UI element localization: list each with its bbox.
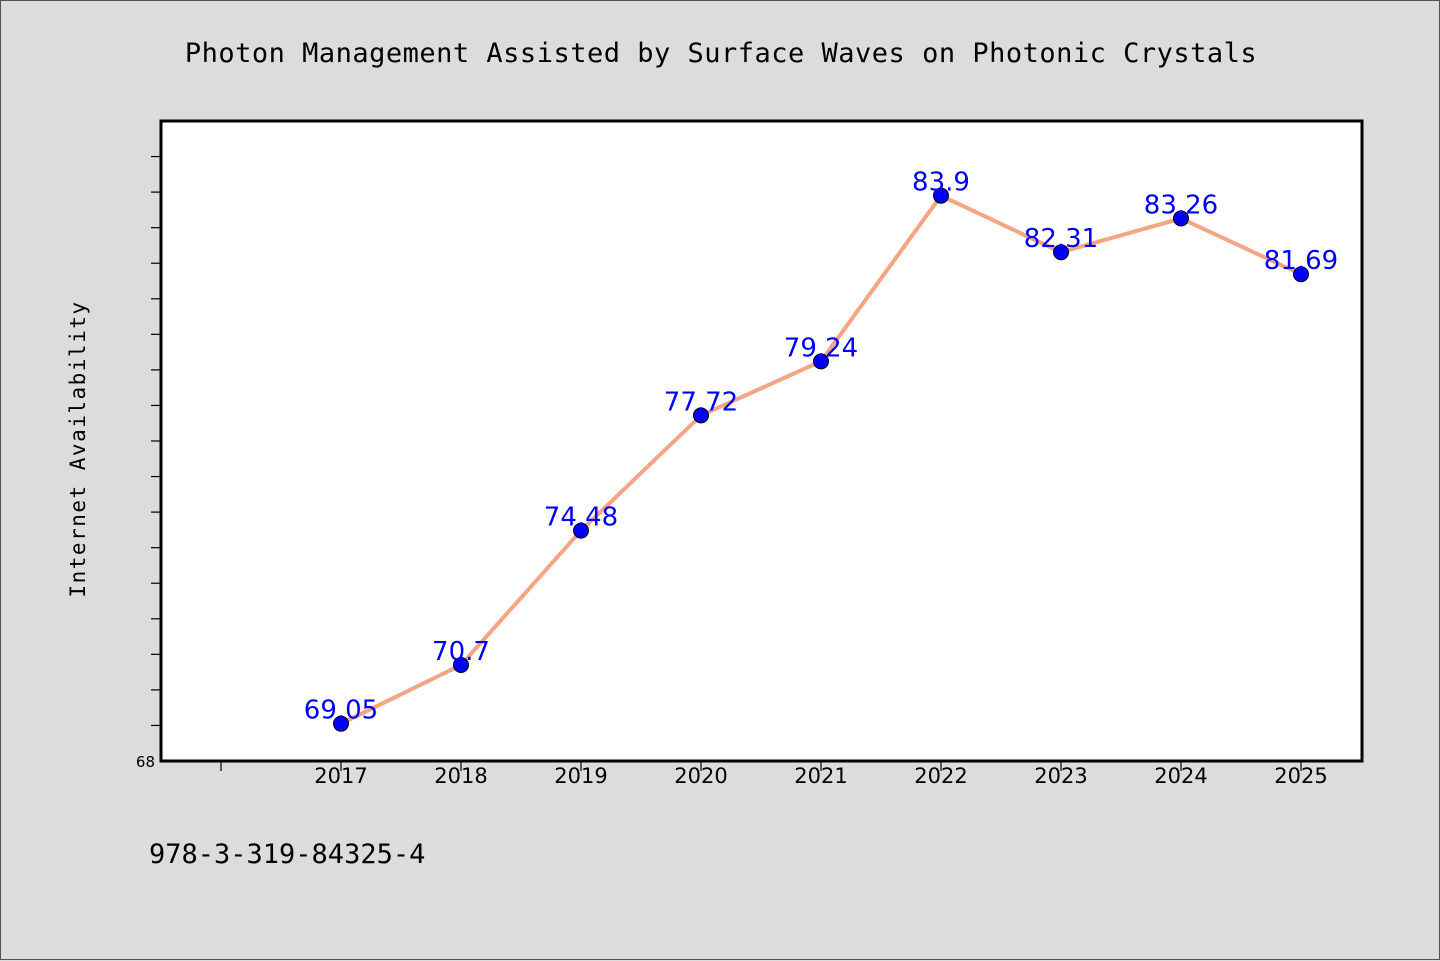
x-tick-label: 2020	[674, 764, 727, 788]
data-point	[573, 522, 589, 539]
data-label: 81.69	[1264, 246, 1338, 276]
y-axis-ticks: 68	[136, 155, 161, 771]
y-tick-label: 68	[136, 753, 155, 771]
x-axis-ticks: 2017 2018 2019 2020 2021 2022 2023 2024 2025	[220, 761, 1328, 788]
data-point	[1053, 244, 1069, 261]
data-point	[693, 407, 709, 424]
x-tick-label: 2017	[314, 764, 367, 788]
isbn-text: 978-3-319-84325-4	[149, 839, 425, 870]
data-label: 79.24	[784, 333, 858, 363]
x-tick-label: 2021	[794, 764, 847, 788]
x-tick-label: 2019	[554, 764, 607, 788]
data-label: 77.72	[664, 387, 738, 417]
data-label: 70.7	[432, 637, 490, 667]
data-point	[1173, 210, 1189, 227]
series-layer: 69.05 70.7 74.48 77.72 79.24 83.9 82.31 83.26 81…	[304, 168, 1338, 732]
x-tick-label: 2023	[1034, 764, 1087, 788]
data-label: 69.05	[304, 696, 378, 726]
data-point	[453, 657, 469, 673]
data-point	[1293, 266, 1309, 283]
chart-title: Photon Management Assisted by Surface Wa…	[185, 38, 1257, 69]
data-label: 74.48	[544, 503, 618, 533]
y-axis-label: Internet Availability	[66, 300, 90, 597]
x-tick-label: 2022	[914, 764, 967, 788]
x-tick-label: 2018	[434, 764, 487, 788]
data-label: 82.31	[1024, 224, 1098, 254]
data-label: 83.26	[1144, 190, 1218, 220]
x-tick-label: 2025	[1274, 764, 1327, 788]
data-label: 83.9	[912, 168, 970, 198]
data-point	[813, 353, 829, 370]
plot-area	[159, 119, 1364, 763]
data-point	[933, 187, 949, 204]
x-tick-label: 2024	[1154, 764, 1207, 788]
data-point	[333, 715, 349, 732]
